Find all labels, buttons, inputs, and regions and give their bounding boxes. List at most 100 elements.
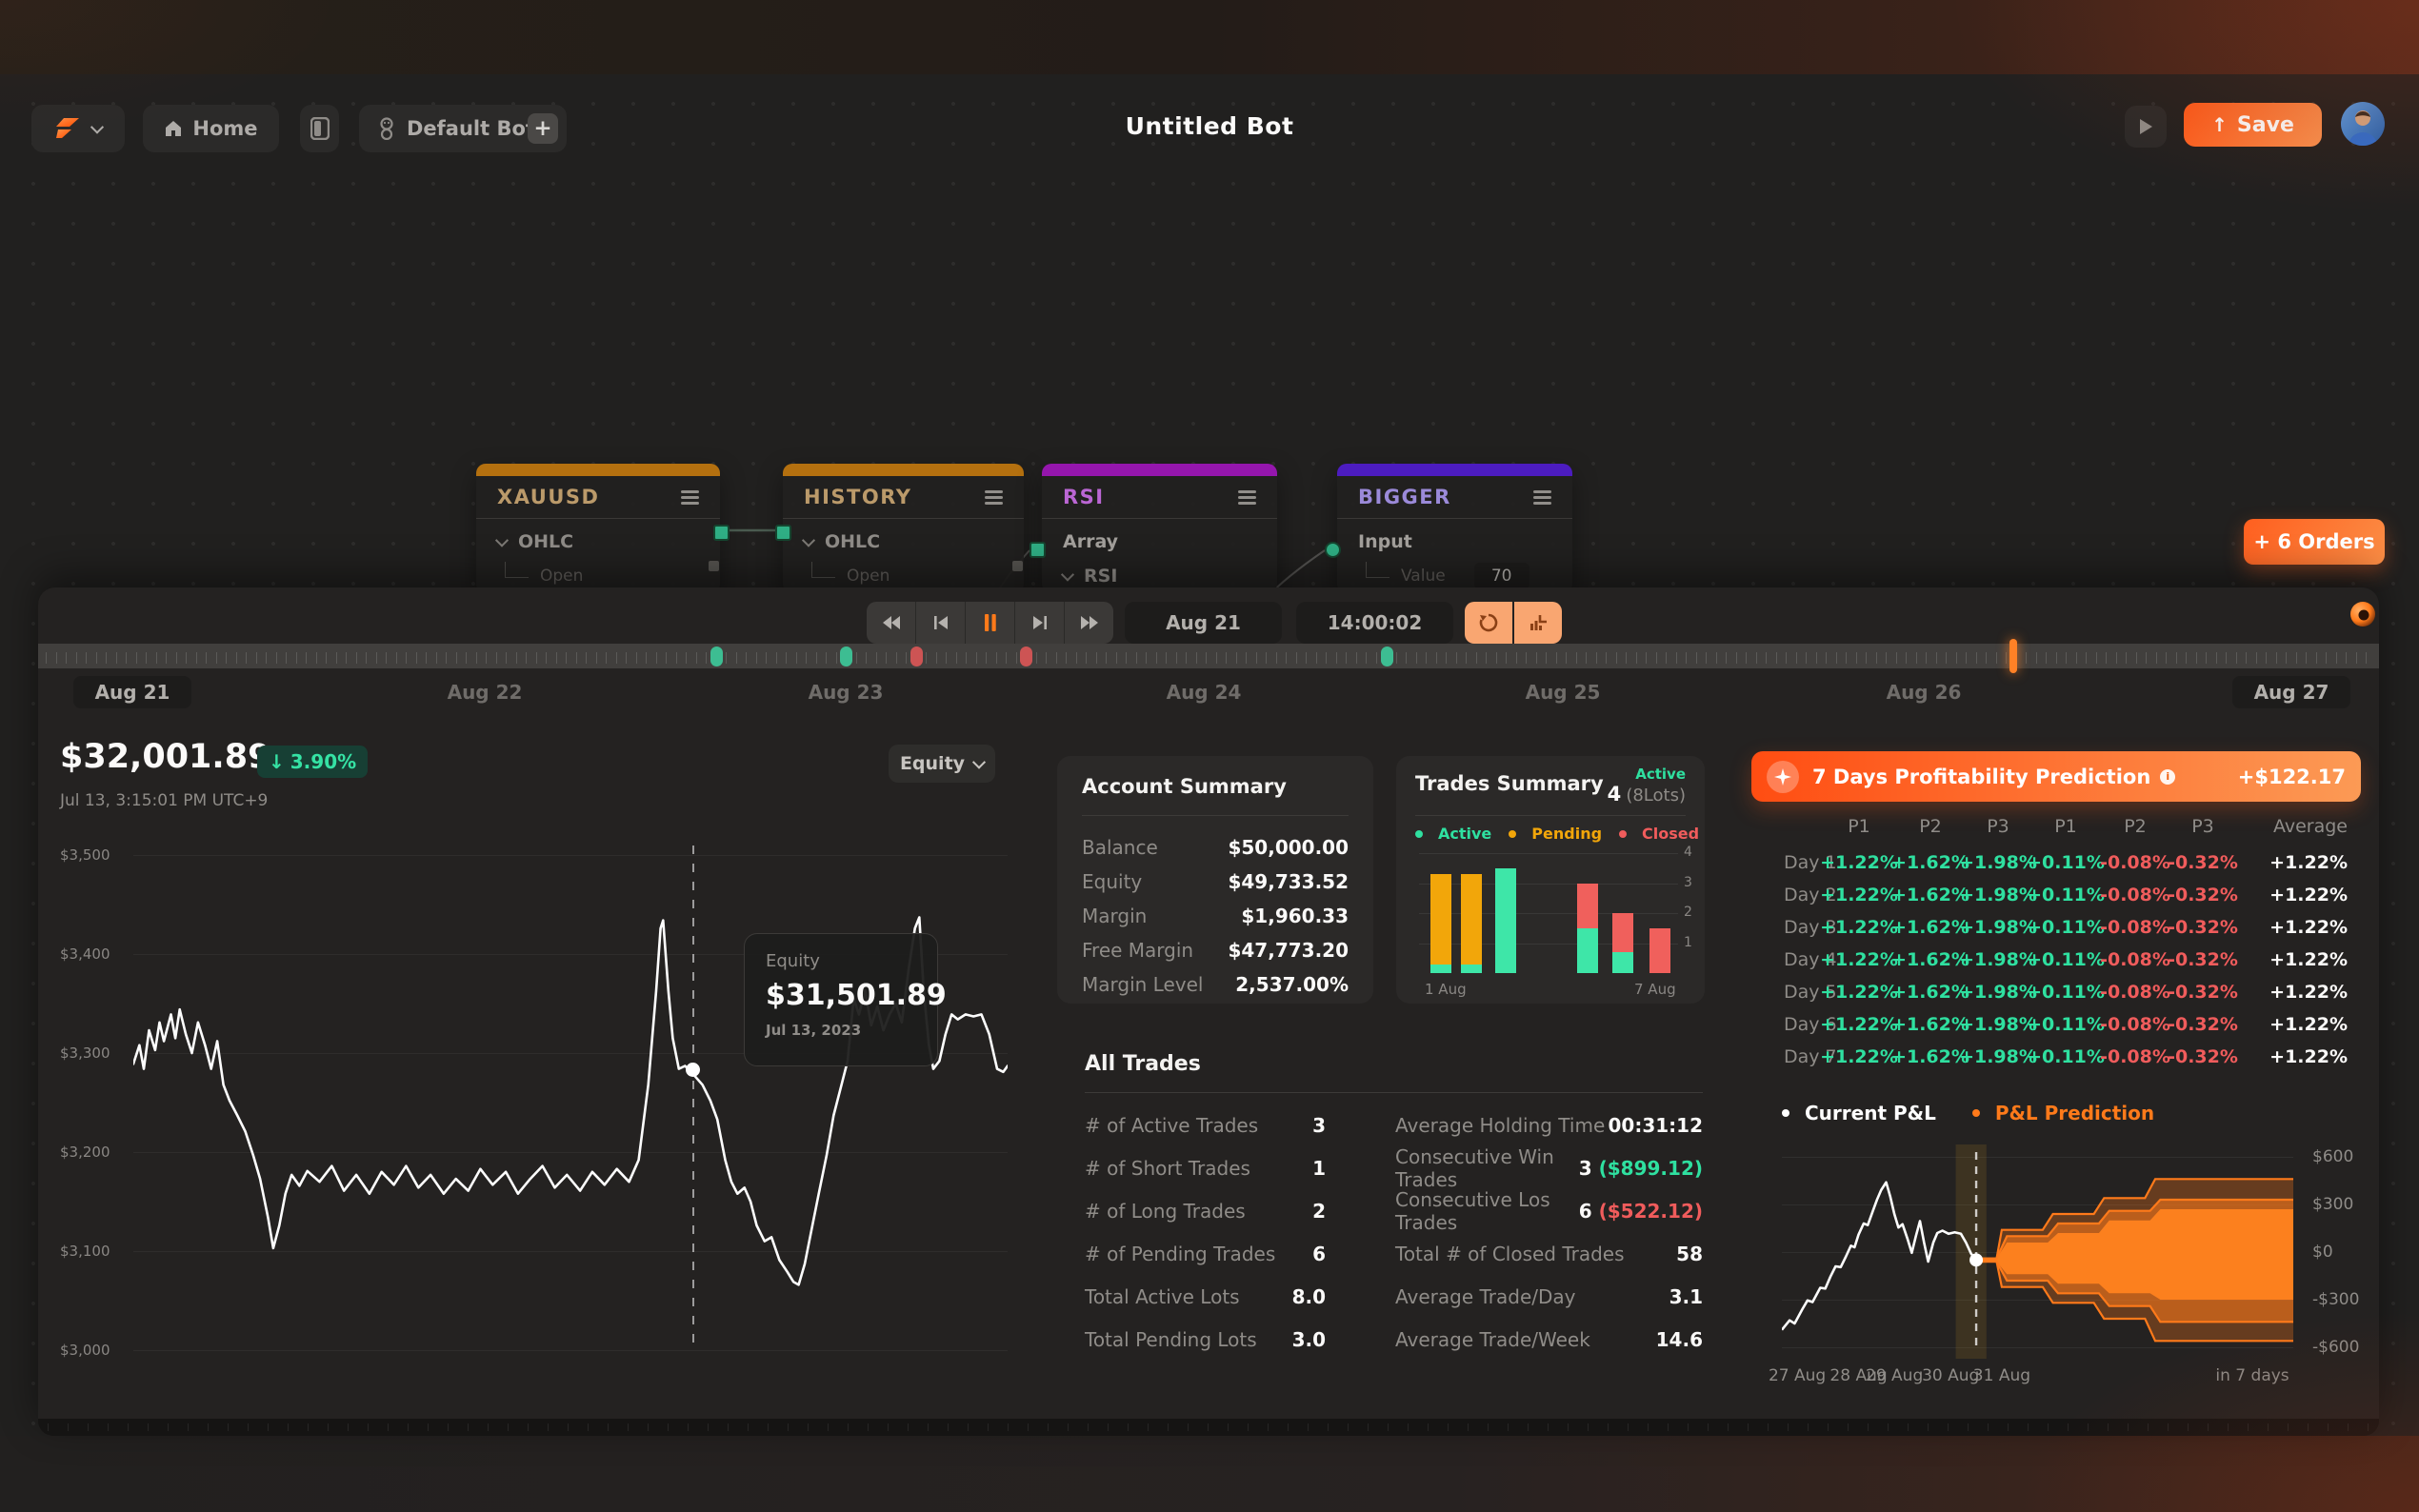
timeline-tick (195, 652, 197, 664)
timeline-tick (1286, 652, 1287, 664)
timeline-tick (1175, 652, 1177, 664)
day-label: Day 5 (1784, 982, 1837, 1003)
bar-segment (1430, 964, 1451, 973)
timeline-tick (2146, 652, 2147, 664)
sidebar-toggle-button[interactable] (300, 105, 339, 152)
save-label: Save (2236, 112, 2294, 137)
timeline-day-label: Aug 22 (447, 681, 523, 704)
page-title: Untitled Bot (1125, 112, 1294, 140)
timeline-tick (146, 652, 147, 664)
chart-mode-button[interactable] (1514, 602, 1562, 644)
row-label: Margin (1082, 905, 1148, 927)
pause-button[interactable] (966, 602, 1015, 644)
app-logo-button[interactable] (31, 105, 125, 152)
ruler-tick (528, 1423, 529, 1431)
timeline-tick (1546, 652, 1547, 664)
stat-label: # of Long Trades (1085, 1199, 1246, 1223)
chevron-down-icon[interactable] (801, 533, 816, 547)
node-menu-icon[interactable] (985, 487, 1003, 507)
chart-tooltip: Equity $31,501.89 Jul 13, 2023 (744, 933, 947, 1066)
timeline-tick (1406, 652, 1407, 664)
step-back-button[interactable] (916, 602, 966, 644)
ruler-tick (2348, 1423, 2349, 1431)
timeline-tick (935, 652, 937, 664)
skip-to-start-button[interactable] (867, 602, 916, 644)
ruler-tick (2048, 1423, 2049, 1431)
run-button[interactable] (2125, 106, 2167, 148)
ruler-tick (1188, 1423, 1189, 1431)
timeline-day-chip: Aug 27 (2232, 676, 2350, 708)
node-menu-icon[interactable] (1533, 487, 1551, 507)
node-accent-bar (476, 464, 720, 476)
ruler-tick (48, 1423, 49, 1431)
timeline-tick (395, 652, 397, 664)
pnl-prediction-chart (1782, 1144, 2293, 1359)
orders-count-button[interactable]: + 6 Orders (2244, 519, 2385, 565)
value-input[interactable]: 70 (1473, 563, 1529, 589)
ruler-tick (808, 1423, 809, 1431)
input-port[interactable] (775, 525, 791, 541)
node-title: XAUUSD (497, 486, 600, 508)
average-value: +1.22% (2269, 917, 2348, 938)
ruler-tick (1308, 1423, 1309, 1431)
timeline-tick (1226, 652, 1227, 664)
timeline-tick (2335, 652, 2337, 664)
chevron-down-icon[interactable] (1060, 567, 1075, 582)
bar-segment (1461, 874, 1482, 965)
save-button[interactable]: ↑ Save (2184, 103, 2322, 147)
average-value: +1.22% (2269, 982, 2348, 1003)
timeline-scrubber[interactable] (38, 644, 2379, 668)
input-port[interactable] (1325, 542, 1341, 558)
timeline-tick (2026, 652, 2027, 664)
user-avatar[interactable] (2341, 102, 2385, 146)
tree-connector (505, 561, 529, 578)
skip-to-end-button[interactable] (1065, 602, 1113, 644)
timeline-tick (615, 652, 617, 664)
ruler-tick (1668, 1423, 1669, 1431)
timeline-tick (235, 652, 237, 664)
node-bigger[interactable]: BIGGER Input Value 70 (1337, 464, 1572, 593)
timeline-tick (1666, 652, 1667, 664)
chevron-down-icon[interactable] (494, 533, 510, 547)
playback-time[interactable]: 14:00:02 (1296, 602, 1453, 644)
timeline-tick (346, 652, 347, 664)
timeline-tick (2106, 652, 2107, 664)
bot-switcher[interactable]: Default Bot + (359, 105, 567, 152)
node-rsi[interactable]: RSI Array RSI (1042, 464, 1277, 593)
timeline-tick (1706, 652, 1707, 664)
row-label: Equity (1082, 870, 1143, 893)
playback-date[interactable]: Aug 21 (1125, 602, 1282, 644)
prediction-value: +1.22% (1820, 885, 1898, 905)
node-xauusd[interactable]: XAUUSD OHLC Open (476, 464, 720, 593)
ruler-tick (748, 1423, 749, 1431)
bottom-mini-ruler[interactable] (38, 1419, 2379, 1436)
timeline-playhead[interactable] (2009, 639, 2017, 673)
ruler-tick (1648, 1423, 1649, 1431)
prediction-value: -0.32% (2168, 1014, 2238, 1035)
timeline-tick (1975, 652, 1977, 664)
active-count: 4 (1607, 783, 1622, 806)
y-axis-label: $3,100 (60, 1243, 110, 1260)
add-bot-button[interactable]: + (528, 113, 558, 144)
stat-label: Consecutive Win Trades (1395, 1144, 1554, 1191)
step-forward-button[interactable] (1015, 602, 1065, 644)
home-button[interactable]: Home (143, 105, 279, 152)
timeline-tick (1535, 652, 1537, 664)
ruler-tick (408, 1423, 409, 1431)
replay-button[interactable] (1465, 602, 1512, 644)
stat-label: # of Pending Trades (1085, 1242, 1276, 1265)
node-menu-icon[interactable] (1238, 487, 1256, 507)
input-port[interactable] (1030, 542, 1046, 558)
info-icon[interactable]: i (2160, 768, 2176, 785)
output-port[interactable] (713, 525, 730, 541)
timeline-tick (286, 652, 287, 664)
prediction-value: -0.32% (2168, 982, 2238, 1003)
node-history[interactable]: HISTORY OHLC Open (783, 464, 1024, 593)
timeline-tick (1655, 652, 1657, 664)
ruler-tick (1388, 1423, 1389, 1431)
prediction-row: Day 6 +1.22% +1.62% +1.98% +0.11% -0.08% -0.32… (1784, 1014, 2348, 1046)
node-row-label: Array (1063, 531, 1119, 552)
node-menu-icon[interactable] (681, 487, 699, 507)
metric-selector-dropdown[interactable]: Equity (889, 745, 995, 783)
ruler-tick (1908, 1423, 1909, 1431)
